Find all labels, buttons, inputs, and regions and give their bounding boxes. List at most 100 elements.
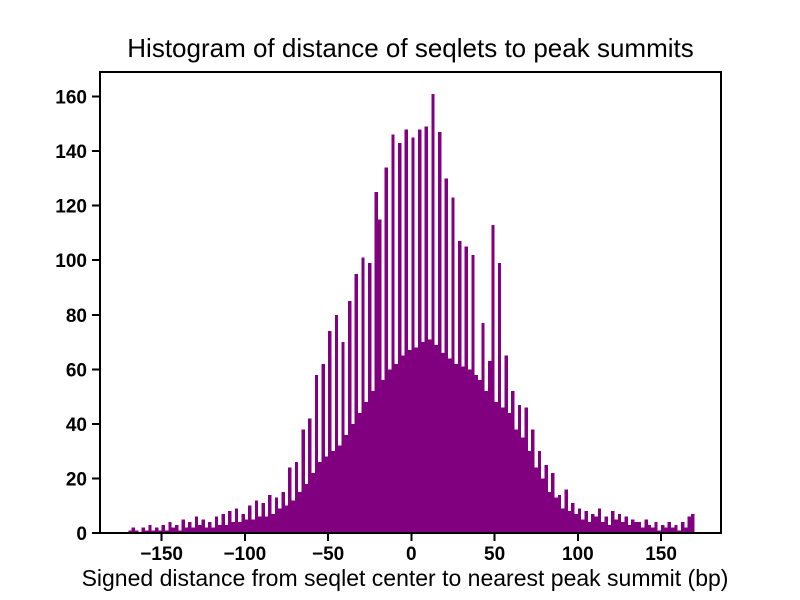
- x-tick-label: 50: [484, 544, 505, 565]
- histogram-bar: [551, 472, 555, 533]
- histogram-bar: [677, 530, 682, 533]
- histogram-bar: [364, 402, 369, 533]
- histogram-bar: [258, 516, 262, 533]
- histogram-bar: [151, 530, 155, 533]
- x-tick-label: 100: [562, 544, 594, 565]
- histogram-bar: [491, 224, 495, 533]
- histogram-bar: [547, 492, 552, 533]
- histogram-bar: [178, 530, 182, 533]
- histogram-bar: [174, 524, 179, 533]
- histogram-bar: [564, 489, 568, 533]
- histogram-bar: [597, 508, 602, 533]
- histogram-bar: [274, 497, 279, 533]
- histogram-bar: [674, 524, 678, 533]
- histogram-bar: [268, 494, 272, 533]
- histogram-bar: [218, 524, 222, 533]
- histogram-bar: [318, 462, 322, 533]
- histogram-bar: [288, 467, 292, 533]
- histogram-bar: [657, 530, 662, 533]
- histogram-bar: [454, 363, 458, 533]
- histogram-bar: [601, 522, 605, 533]
- histogram-bar: [571, 502, 575, 533]
- histogram-bar: [184, 527, 189, 533]
- y-tick-label: 80: [66, 306, 87, 327]
- chart-title: Histogram of distance of seqlets to peak…: [127, 33, 694, 63]
- x-tick-label: −150: [140, 544, 183, 565]
- histogram-bar: [441, 352, 445, 533]
- histogram-bar: [591, 513, 595, 533]
- histogram-bar: [231, 522, 235, 533]
- histogram-bar: [248, 505, 252, 533]
- histogram-bar: [447, 358, 452, 533]
- histogram-bar: [154, 527, 159, 533]
- histogram-bar: [541, 478, 545, 533]
- histogram-bar: [607, 524, 612, 533]
- histogram-bar: [294, 462, 299, 533]
- histogram-bar: [507, 412, 512, 533]
- histogram-bar: [271, 513, 275, 533]
- histogram-bar: [501, 407, 505, 533]
- histogram-bar: [198, 524, 202, 533]
- histogram-bar: [368, 262, 372, 533]
- histogram-bar: [431, 93, 435, 533]
- histogram-bar: [291, 500, 295, 533]
- histogram-bar: [574, 513, 578, 533]
- histogram-bar: [471, 254, 475, 533]
- histogram-bar: [671, 527, 675, 533]
- histogram-bar: [594, 516, 598, 533]
- histogram-bar: [394, 363, 399, 533]
- histogram-bar: [341, 342, 345, 533]
- histogram-bar: [144, 530, 149, 533]
- histogram-bar: [584, 511, 588, 533]
- histogram-bar: [437, 132, 442, 533]
- histogram-bar: [321, 363, 325, 533]
- histogram-bar: [241, 513, 245, 533]
- histogram-bar: [381, 380, 385, 533]
- x-axis-label: Signed distance from seqlet center to ne…: [81, 565, 729, 591]
- histogram-bar: [134, 530, 139, 533]
- histogram-bar: [581, 519, 585, 533]
- histogram-bar: [534, 467, 538, 533]
- histogram-bar: [467, 369, 472, 533]
- histogram-bar: [251, 519, 255, 533]
- histogram-bar: [451, 197, 455, 534]
- histogram-bar: [514, 429, 518, 533]
- y-tick-label: 40: [66, 415, 87, 436]
- histogram-bar: [461, 366, 465, 533]
- histogram-bar: [481, 322, 485, 533]
- histogram-bar: [554, 497, 558, 533]
- histogram-bar: [351, 423, 355, 533]
- histogram-bar: [148, 524, 152, 533]
- histogram-bar: [644, 519, 648, 533]
- histogram-bar: [228, 511, 232, 533]
- histogram-bar: [374, 192, 379, 533]
- histogram-bar: [254, 500, 259, 533]
- histogram-bar: [511, 391, 515, 533]
- histogram-bar: [201, 519, 205, 533]
- bars-group: [128, 93, 695, 534]
- histogram-bar: [264, 516, 269, 533]
- histogram-bar: [334, 314, 339, 533]
- histogram-bar: [414, 347, 418, 533]
- histogram-bar: [214, 516, 219, 533]
- histogram-bar: [398, 142, 402, 534]
- histogram-bar: [161, 524, 165, 533]
- histogram-bar: [427, 339, 432, 533]
- histogram-bar: [681, 522, 685, 533]
- histogram-bar: [634, 522, 638, 533]
- histogram-bar: [477, 380, 482, 533]
- y-tick-label: 0: [76, 524, 87, 545]
- histogram-bar: [527, 451, 532, 533]
- histogram-bar: [221, 513, 225, 533]
- histogram-bar: [188, 522, 192, 533]
- histogram-bar: [664, 527, 668, 533]
- histogram-bar: [684, 527, 688, 533]
- histogram-bar: [211, 527, 215, 533]
- histogram-bar: [168, 522, 172, 533]
- histogram-bar: [238, 522, 242, 533]
- histogram-bar: [487, 361, 492, 533]
- histogram-bar: [647, 524, 652, 533]
- axis-spine: [99, 71, 722, 534]
- histogram-bar: [224, 524, 229, 533]
